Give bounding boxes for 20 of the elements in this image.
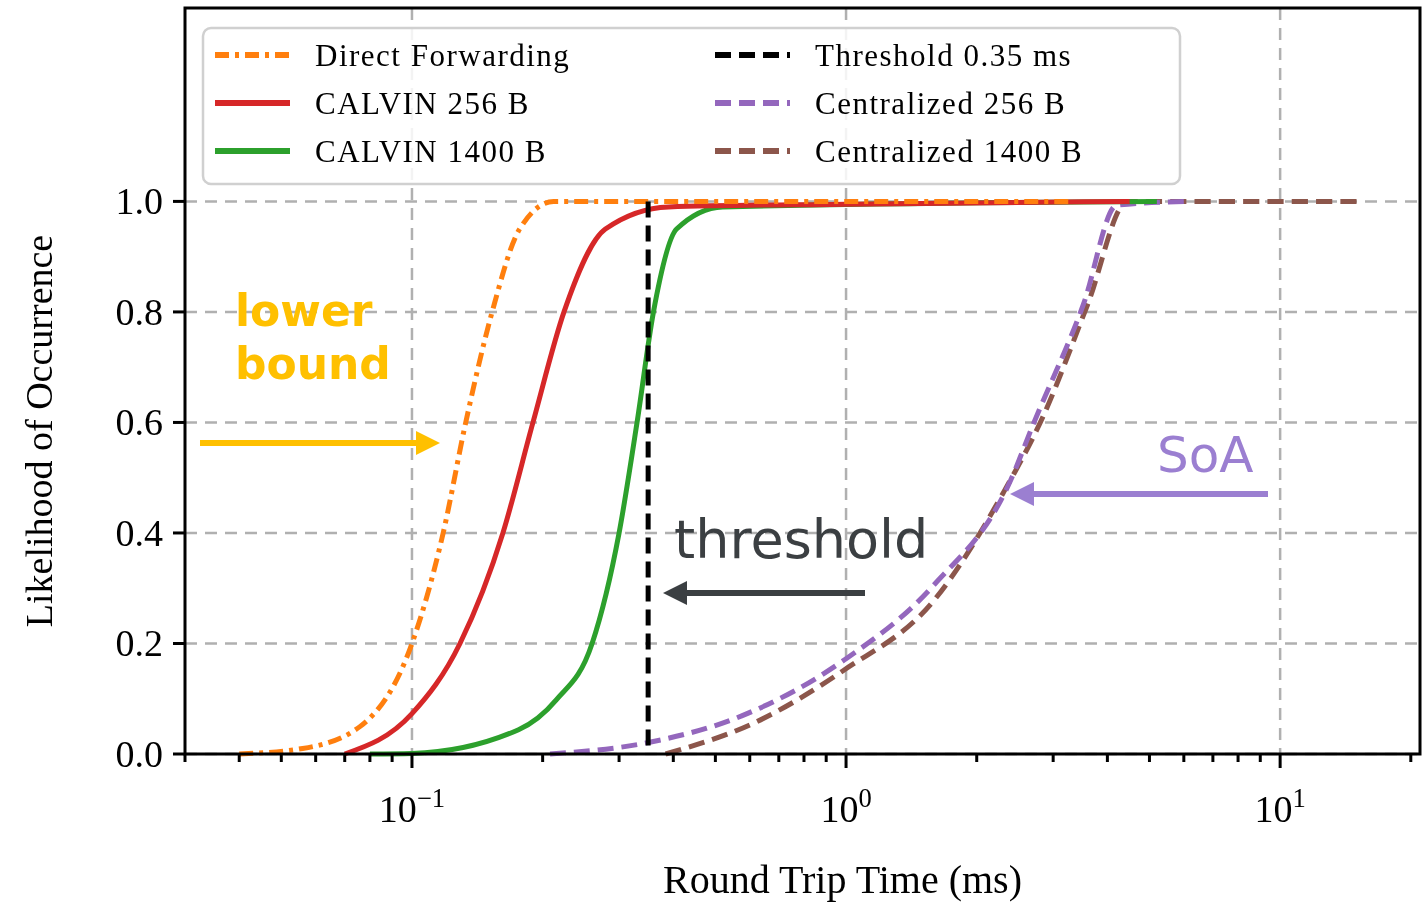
y-tick-label: 0.8 — [115, 290, 163, 333]
annotation: threshold — [674, 508, 929, 571]
x-axis-title: Round Trip Time (ms) — [662, 857, 1023, 902]
legend-label: Centralized 1400 B — [815, 134, 1084, 169]
x-tick-label: 10$^{1}$ — [1254, 783, 1306, 830]
annotation: lower bound — [235, 285, 391, 389]
legend-label: Threshold 0.35 ms — [815, 38, 1073, 73]
y-tick-label: 1.0 — [115, 180, 163, 223]
y-axis-title: Likelihood of Occurrence — [18, 234, 60, 628]
legend-label: CALVIN 1400 B — [315, 134, 547, 169]
y-tick-label: 0.0 — [115, 733, 163, 775]
y-tick-label: 0.2 — [115, 622, 163, 665]
y-tick-label: 0.4 — [115, 511, 163, 554]
annotation: SoA — [1157, 426, 1254, 484]
legend-label: Centralized 256 B — [815, 86, 1067, 121]
legend-label: CALVIN 256 B — [315, 86, 530, 121]
y-tick-label: 0.6 — [115, 401, 163, 444]
legend-label: Direct Forwarding — [315, 38, 571, 73]
x-tick-label: 10$^{0}$ — [820, 783, 872, 830]
x-tick-label: 10$^{−1}$ — [378, 783, 446, 830]
